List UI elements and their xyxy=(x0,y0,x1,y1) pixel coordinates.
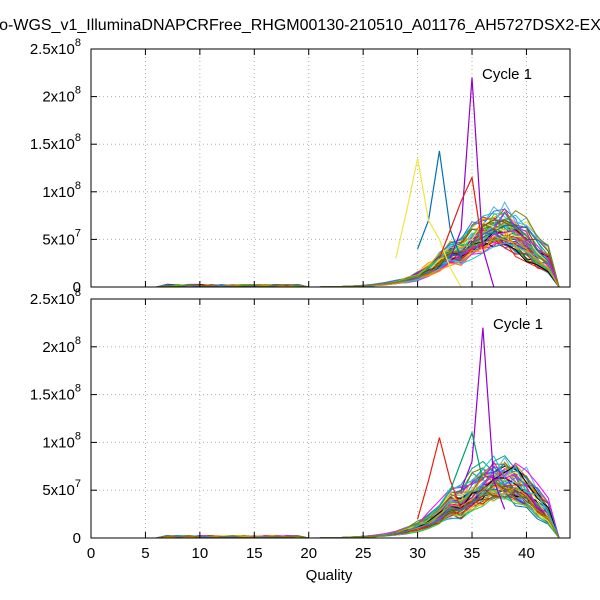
series-line xyxy=(91,477,560,539)
x-axis-label: Quality xyxy=(306,567,353,584)
series-line xyxy=(91,470,560,539)
y-tick-label: 2x108 xyxy=(42,85,81,106)
x-tick-label: 15 xyxy=(246,545,263,562)
series-line xyxy=(91,487,560,539)
bottom-panel: 0 5x107 1x108 1.5x108 2x108 2.5x108 0 5 10 15 20 25… xyxy=(30,287,571,562)
series-line xyxy=(91,489,560,539)
series-line xyxy=(91,237,560,288)
series-line xyxy=(91,487,560,539)
series-line xyxy=(91,235,560,288)
series-line xyxy=(91,471,560,539)
x-tick-label: 0 xyxy=(87,545,95,562)
panel-annotation: Cycle 1 xyxy=(482,66,532,83)
y-tick-label: 1x108 xyxy=(42,430,81,451)
series-line xyxy=(91,238,560,288)
plot-frame xyxy=(90,298,571,539)
series-line xyxy=(91,477,560,539)
series-group xyxy=(91,77,560,288)
x-tick-label: 10 xyxy=(192,545,209,562)
series-line xyxy=(91,242,560,288)
y-tick-label: 2.5x108 xyxy=(30,287,81,308)
panel-annotation: Cycle 1 xyxy=(493,316,543,333)
y-tick-label: 5x107 xyxy=(42,478,81,499)
y-tick-label: 2x108 xyxy=(42,335,81,356)
series-line xyxy=(91,237,560,288)
spike-series-line xyxy=(417,150,462,259)
series-line xyxy=(91,222,560,288)
y-tick-label: 1.5x108 xyxy=(30,383,81,404)
y-tick-label: 0 xyxy=(73,279,81,296)
y-tick-label: 1x108 xyxy=(42,180,81,201)
y-tick-label: 0 xyxy=(73,530,81,547)
y-tick-label: 5x107 xyxy=(42,227,81,248)
series-line xyxy=(91,237,560,288)
series-line xyxy=(91,224,560,288)
series-line xyxy=(91,233,560,288)
spike-series-line xyxy=(449,77,495,288)
series-line xyxy=(91,490,560,539)
x-tick-label: 40 xyxy=(518,545,535,562)
x-tick-label: 35 xyxy=(464,545,481,562)
series-line xyxy=(91,487,560,539)
top-panel: 0 5x107 1x108 1.5x108 2x108 2.5x108 Cycle 1 xyxy=(30,37,571,296)
plot-frame xyxy=(90,48,571,288)
x-tick-label: 25 xyxy=(355,545,372,562)
chart-title: o-WGS_v1_IlluminaDNAPCRFree_RHGM00130-21… xyxy=(0,17,600,34)
x-tick-label: 20 xyxy=(300,545,317,562)
series-line xyxy=(91,489,560,539)
x-tick-label: 5 xyxy=(141,545,149,562)
series-group xyxy=(91,327,560,539)
spike-series-line xyxy=(460,327,506,510)
series-line xyxy=(91,470,560,539)
series-line xyxy=(91,487,560,539)
spike-series-line xyxy=(438,175,484,259)
series-line xyxy=(91,487,560,539)
spike-series-line xyxy=(449,430,484,491)
y-tick-label: 2.5x108 xyxy=(30,37,81,58)
y-tick-label: 1.5x108 xyxy=(30,132,81,153)
x-tick-label: 30 xyxy=(409,545,426,562)
series-line xyxy=(91,217,560,288)
spike-series-line xyxy=(417,437,462,520)
series-line xyxy=(91,230,560,288)
spike-series-line xyxy=(395,158,462,288)
